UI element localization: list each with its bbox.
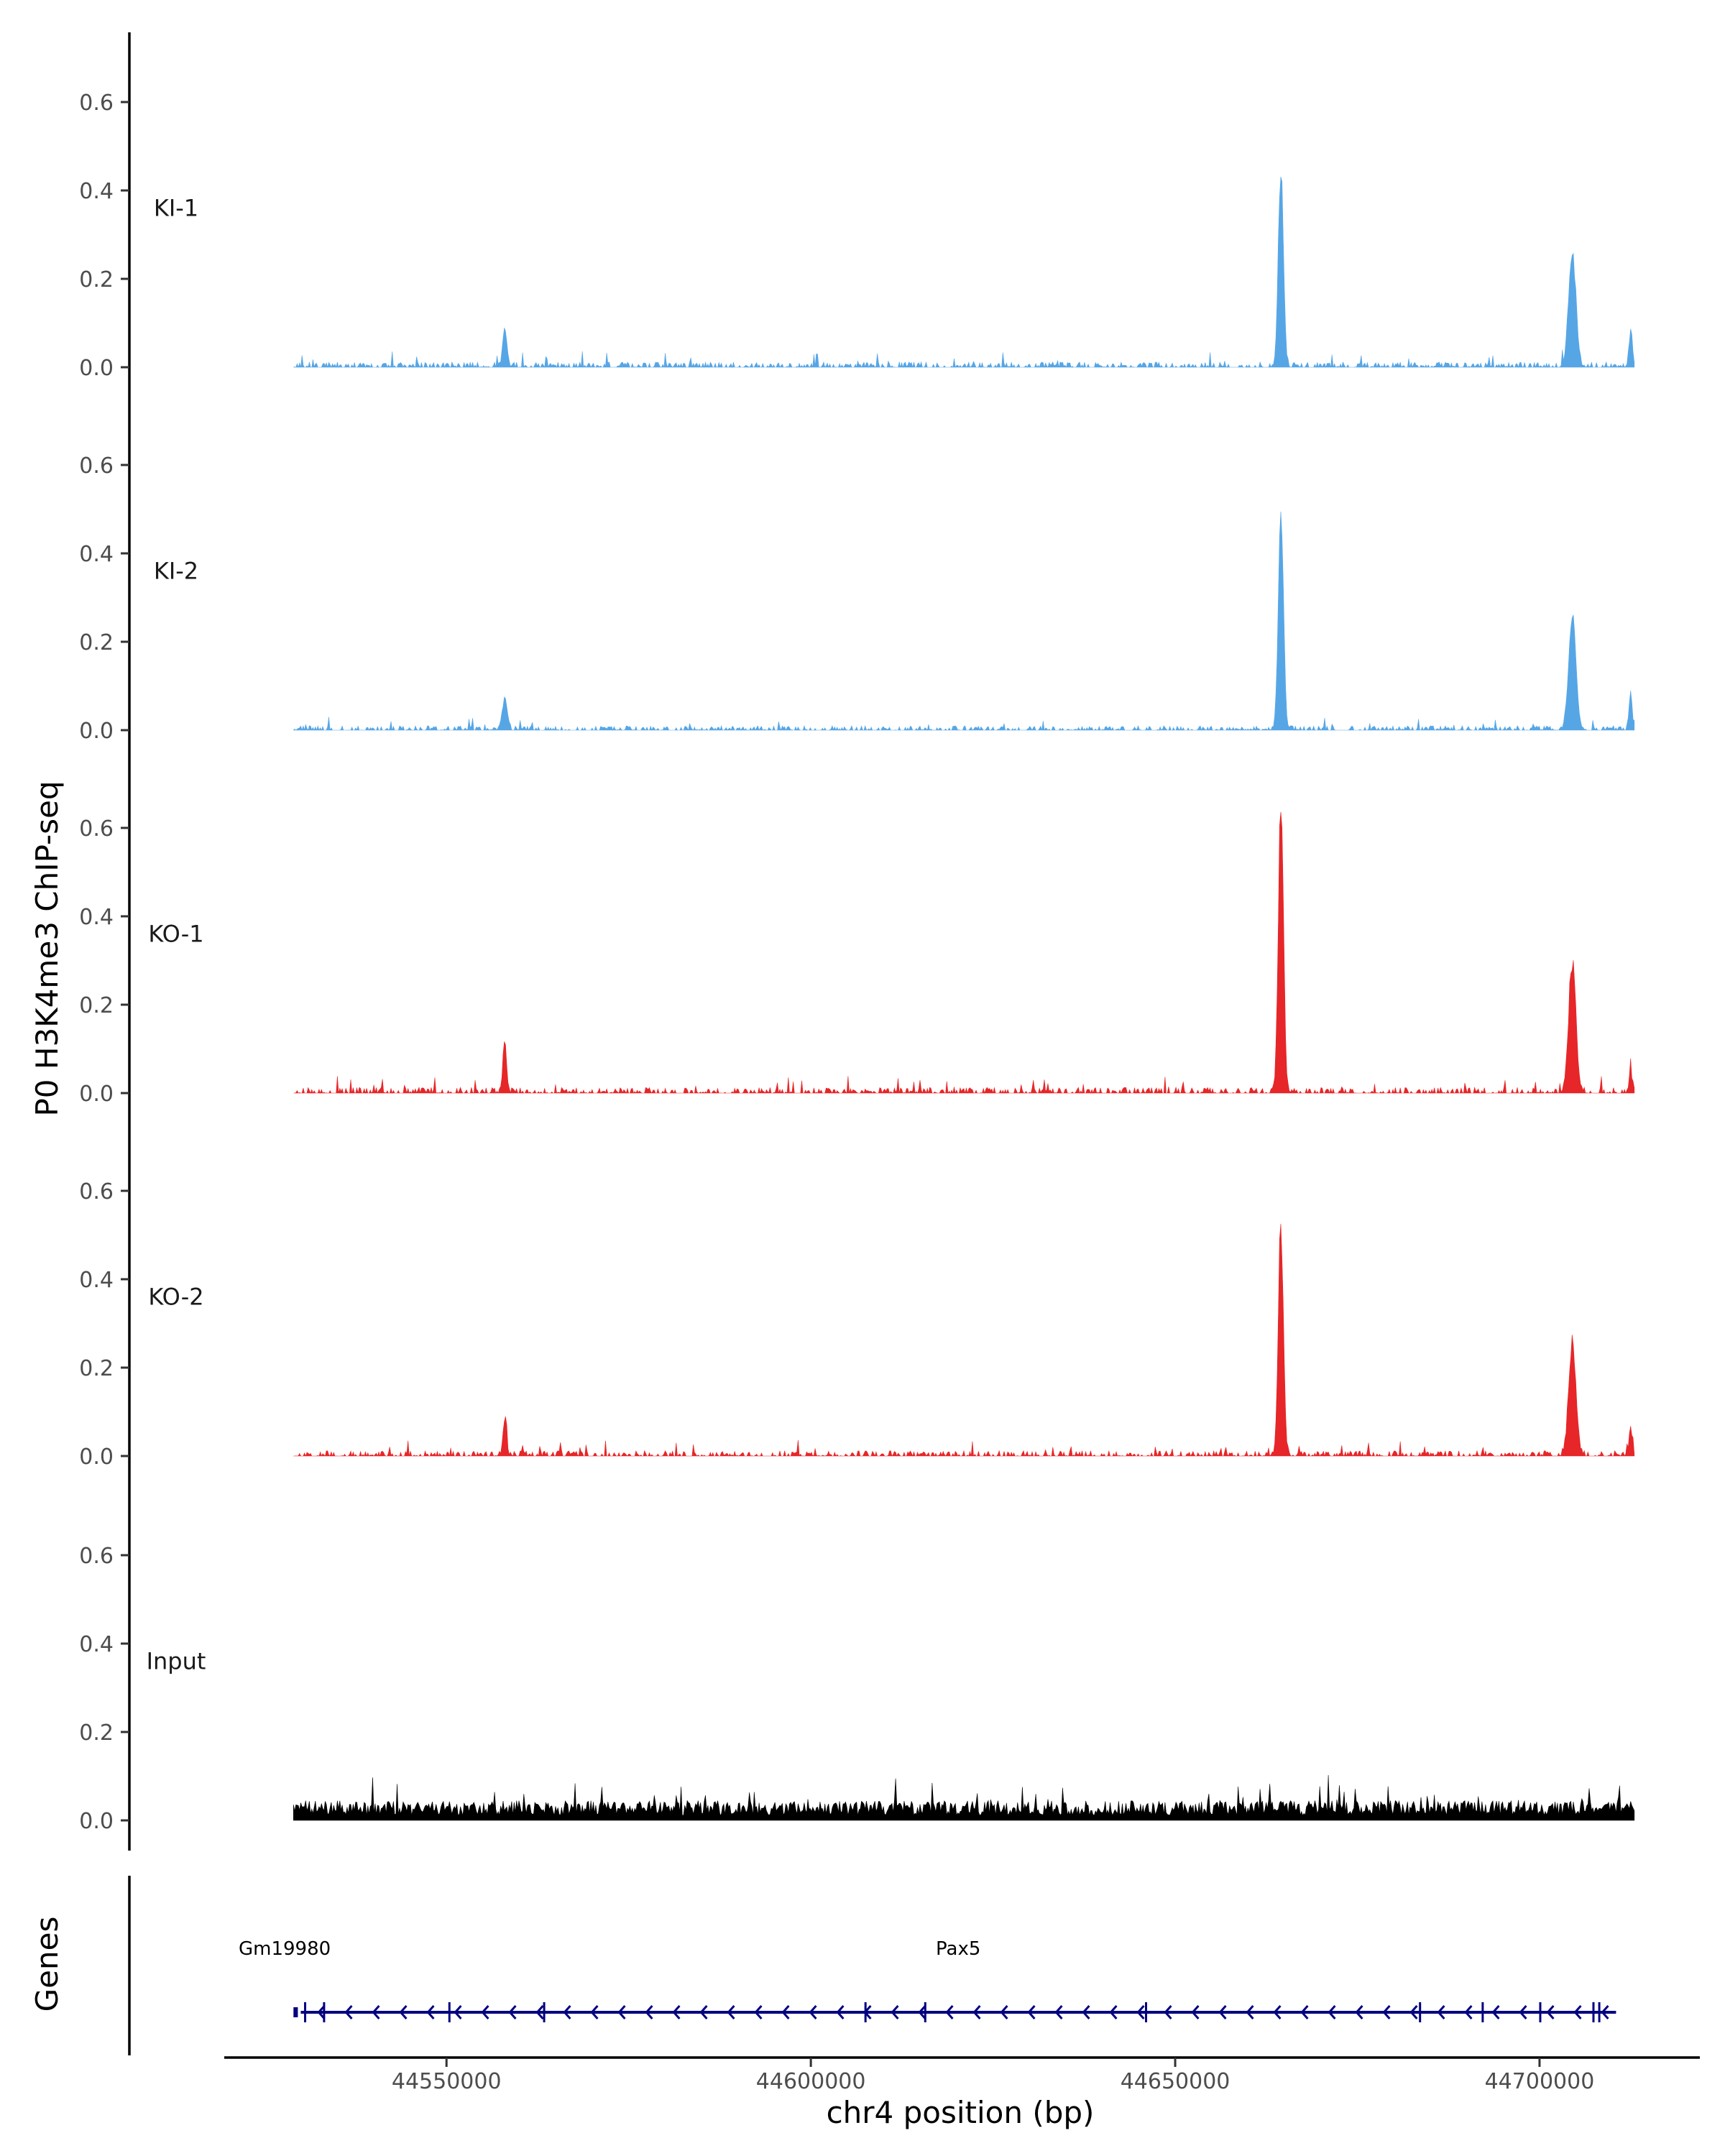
track-label: KI-2 (154, 558, 198, 585)
strand-arrow (1437, 2005, 1445, 2019)
strand-arrow (781, 2005, 790, 2019)
strand-arrow (1355, 2005, 1363, 2019)
strand-arrow (1546, 2005, 1555, 2019)
strand-arrow (809, 2005, 817, 2019)
strand-arrow (672, 2005, 681, 2019)
strand-arrow (1409, 2005, 1418, 2019)
strand-arrow (1464, 2005, 1473, 2019)
gene-label-gm19980: Gm19980 (239, 1938, 331, 1960)
strand-arrow (563, 2005, 571, 2019)
strand-arrow (399, 2005, 408, 2019)
strand-arrow (727, 2005, 735, 2019)
strand-arrow (945, 2005, 954, 2019)
x-tick-label: 44600000 (756, 2069, 866, 2094)
genes-panel-label: Genes (29, 1917, 65, 2012)
strand-arrow (1491, 2005, 1500, 2019)
signal-area (293, 511, 1635, 732)
signal-area (293, 811, 1635, 1095)
y-tick-label: 0.2 (79, 1720, 114, 1746)
strand-arrow (891, 2005, 899, 2019)
strand-arrow (1027, 2005, 1036, 2019)
strand-arrow (454, 2005, 462, 2019)
strand-arrow (372, 2005, 380, 2019)
y-tick-label: 0.6 (79, 453, 114, 479)
strand-arrow (699, 2005, 708, 2019)
y-tick-label: 0.6 (79, 91, 114, 116)
track-ko-2: 0.0 0.2 0.4 0.6 KO-2 (79, 1123, 1635, 1486)
x-axis: 44550000 44600000 44650000 44700000 (224, 2056, 1700, 2094)
y-tick-label: 0.6 (79, 816, 114, 842)
strand-arrow (1191, 2005, 1200, 2019)
y-tick-label: 0.2 (79, 993, 114, 1018)
x-axis-title: chr4 position (bp) (827, 2095, 1095, 2130)
x-tick-label: 44550000 (392, 2069, 502, 2094)
strand-arrow (754, 2005, 763, 2019)
y-tick-label: 0.2 (79, 630, 114, 655)
strand-arrow (508, 2005, 517, 2019)
strand-arrow (972, 2005, 981, 2019)
strand-arrow (1109, 2005, 1118, 2019)
strand-arrow (1164, 2005, 1172, 2019)
y-tick-label: 0.6 (79, 1179, 114, 1204)
strand-arrow (1246, 2005, 1254, 2019)
strand-arrow (1382, 2005, 1391, 2019)
track-ki-2: 0.0 0.2 0.4 0.6 KI-2 (79, 397, 1635, 760)
strand-arrow (1601, 2005, 1609, 2019)
y-tick-label: 0.0 (79, 1445, 114, 1470)
track-input: 0.0 0.2 0.4 0.6 Input (79, 1486, 1635, 1851)
y-tick-label: 0.0 (79, 356, 114, 381)
gene-exon-gm19980 (293, 2007, 298, 2017)
y-tick-label: 0.4 (79, 905, 114, 930)
y-tick-label: 0.2 (79, 1356, 114, 1381)
strand-arrow (1519, 2005, 1527, 2019)
x-tick-label: 44700000 (1485, 2069, 1595, 2094)
y-tick-label: 0.2 (79, 267, 114, 292)
strand-arrow (1328, 2005, 1336, 2019)
strand-arrow (1136, 2005, 1145, 2019)
strand-arrow (1573, 2005, 1582, 2019)
strand-arrow (1054, 2005, 1063, 2019)
strand-arrow (836, 2005, 845, 2019)
y-tick-label: 0.0 (79, 1082, 114, 1107)
strand-arrow (344, 2005, 353, 2019)
track-label: KO-1 (148, 921, 203, 948)
y-tick-label: 0.6 (79, 1544, 114, 1569)
strand-arrow (645, 2005, 653, 2019)
genes-panel: Gm19980 Pax5 (128, 1876, 1616, 2055)
strand-arrow (617, 2005, 626, 2019)
y-axis-title: P0 H3K4me3 ChIP-seq (29, 780, 65, 1116)
track-ki-1: 0.0 0.2 0.4 0.6 KI-1 (79, 32, 1635, 397)
strand-arrow (918, 2005, 926, 2019)
strand-arrow (481, 2005, 489, 2019)
track-ko-1: 0.0 0.2 0.4 0.6 KO-1 (79, 760, 1635, 1123)
track-label: Input (147, 1648, 206, 1675)
strand-arrow (1273, 2005, 1282, 2019)
track-label: KI-1 (154, 195, 198, 222)
signal-area (293, 1774, 1635, 1821)
track-label: KO-2 (148, 1284, 203, 1311)
strand-arrow (1082, 2005, 1090, 2019)
strand-arrow (1300, 2005, 1309, 2019)
strand-arrow (426, 2005, 435, 2019)
x-tick-label: 44650000 (1121, 2069, 1230, 2094)
y-tick-label: 0.0 (79, 1809, 114, 1834)
signal-area (293, 1223, 1635, 1457)
y-tick-label: 0.4 (79, 542, 114, 567)
y-tick-label: 0.4 (79, 1268, 114, 1293)
tracks-layer: 0.00.20.40.6KI-10.00.20.40.6KI-20.00.20.… (79, 32, 1635, 1851)
strand-arrow (1000, 2005, 1008, 2019)
gene-label-pax5: Pax5 (936, 1938, 980, 1960)
signal-area (293, 176, 1635, 369)
y-tick-label: 0.4 (79, 179, 114, 204)
strand-arrow (590, 2005, 599, 2019)
strand-arrow (317, 2005, 326, 2019)
y-tick-label: 0.4 (79, 1632, 114, 1657)
y-tick-label: 0.0 (79, 719, 114, 744)
strand-arrow (1218, 2005, 1227, 2019)
strand-arrow (535, 2005, 544, 2019)
